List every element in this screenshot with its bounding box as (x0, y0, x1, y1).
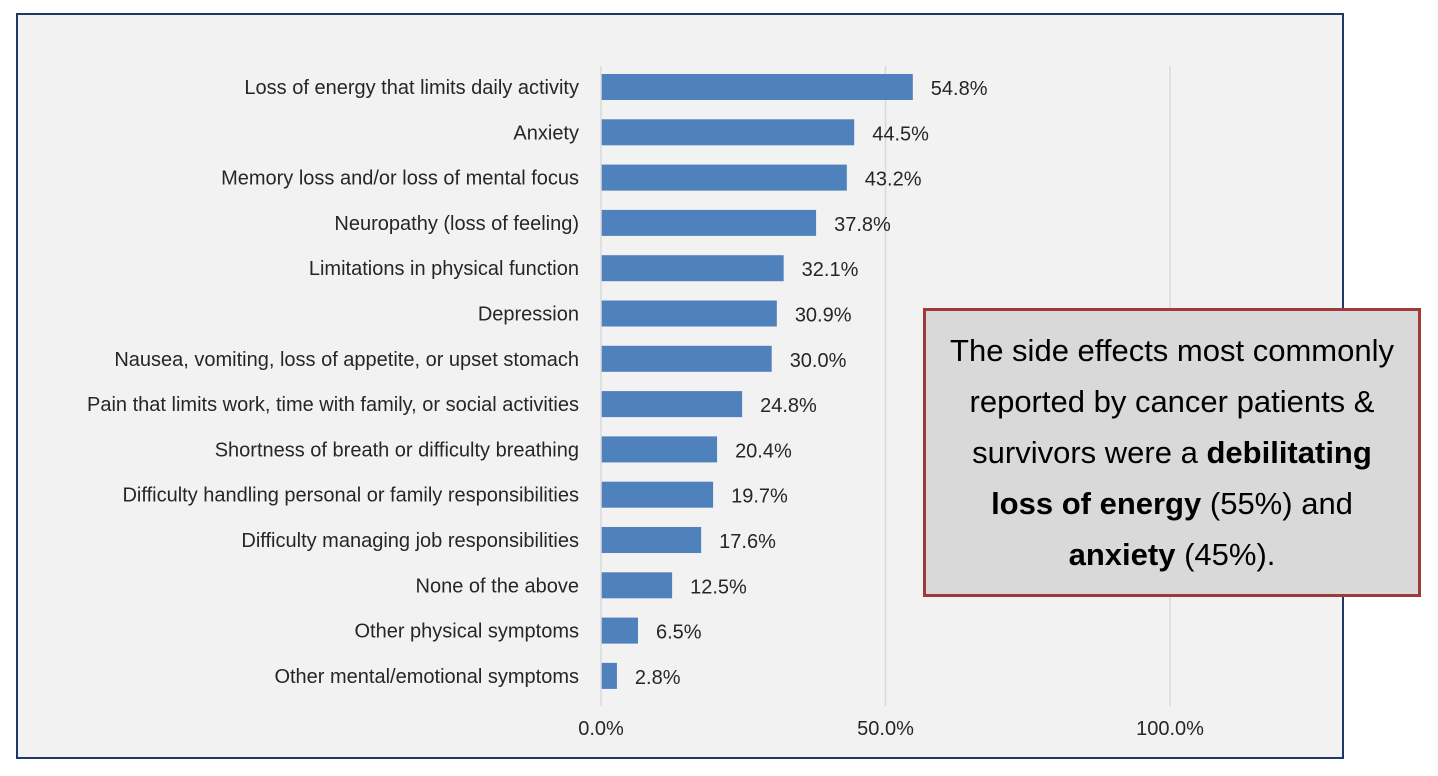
callout-pct-anxiety: (45%). (1184, 537, 1276, 572)
bar (601, 572, 673, 599)
value-label: 20.4% (735, 440, 792, 462)
category-label: Other physical symptoms (354, 621, 579, 643)
bar (601, 617, 638, 644)
x-tick-label: 0.0% (578, 718, 624, 740)
value-label: 54.8% (931, 78, 988, 100)
bar (601, 527, 702, 553)
bar (601, 436, 718, 463)
value-label: 19.7% (731, 486, 788, 508)
category-label: Depression (478, 304, 579, 326)
category-label: Limitations in physical function (309, 258, 579, 280)
bar (601, 300, 777, 327)
category-label: Memory loss and/or loss of mental focus (221, 168, 579, 190)
bar (601, 481, 714, 508)
value-label: 44.5% (872, 123, 929, 145)
value-label: 12.5% (690, 576, 747, 598)
category-label: Shortness of breath or difficulty breath… (215, 439, 579, 461)
value-label: 17.6% (719, 531, 776, 553)
category-label: Difficulty handling personal or family r… (122, 485, 579, 507)
value-label: 24.8% (760, 395, 817, 417)
bar (601, 662, 617, 689)
bar (601, 74, 913, 100)
category-label: Loss of energy that limits daily activit… (244, 77, 579, 99)
value-label: 43.2% (865, 169, 922, 191)
category-label: Anxiety (513, 122, 579, 144)
bar (601, 391, 743, 418)
bar (601, 164, 847, 191)
category-label: Nausea, vomiting, loss of appetite, or u… (114, 349, 579, 371)
callout-highlight-energy: debilitating loss of energy (991, 435, 1372, 521)
callout-text: The side effects most commonly reported … (944, 325, 1400, 580)
category-label: Difficulty managing job responsibilities (241, 530, 579, 552)
category-label: Other mental/emotional symptoms (274, 666, 579, 688)
category-label: Neuropathy (loss of feeling) (334, 213, 579, 235)
category-label: None of the above (416, 575, 579, 597)
value-label: 37.8% (834, 214, 891, 236)
x-tick-label: 50.0% (857, 718, 914, 740)
value-label: 2.8% (635, 667, 681, 689)
value-label: 30.0% (790, 350, 847, 372)
callout-intro: The side effects most commonly reported … (950, 333, 1394, 470)
bar (601, 209, 817, 236)
category-label: Pain that limits work, time with family,… (87, 394, 579, 416)
value-label: 6.5% (656, 622, 702, 644)
callout-highlight-anxiety: anxiety (1068, 537, 1176, 572)
x-tick-label: 100.0% (1136, 718, 1204, 740)
value-label: 30.9% (795, 305, 852, 327)
callout-box: The side effects most commonly reported … (923, 308, 1421, 597)
callout-and: and (1301, 486, 1353, 521)
value-label: 32.1% (802, 259, 859, 281)
bar (601, 255, 784, 282)
bar (601, 119, 855, 146)
callout-pct-energy: (55%) (1209, 486, 1293, 521)
bar (601, 345, 772, 372)
